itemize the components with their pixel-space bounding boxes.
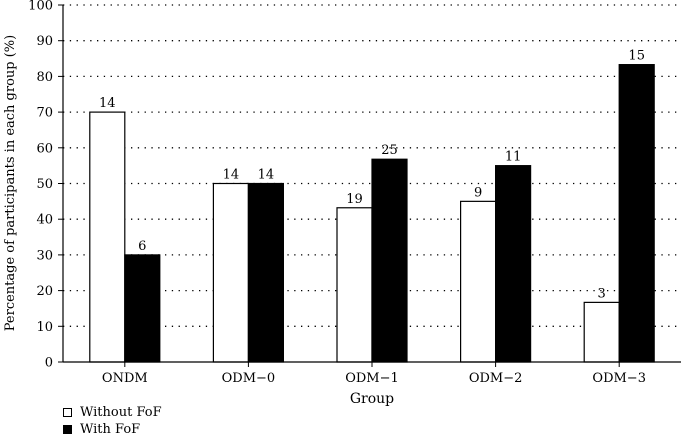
bar-value-label: 14 [99, 96, 116, 111]
x-tick-label: ODM−1 [345, 371, 399, 386]
bar-without-fof [583, 301, 620, 363]
x-axis-label: Group [350, 391, 394, 407]
legend-swatch-black [63, 425, 72, 434]
legend-label: Without FoF [80, 405, 162, 420]
bar-with-fof [495, 165, 532, 363]
bar-value-label: 14 [258, 168, 275, 183]
bar-value-label: 19 [346, 192, 363, 207]
gridlines [63, 4, 681, 327]
y-tick-label: 80 [36, 70, 53, 85]
bar-with-fof [124, 254, 161, 363]
x-tick-label: ODM−0 [222, 371, 276, 386]
bar-without-fof [460, 200, 497, 363]
y-tick-label: 10 [36, 320, 53, 335]
y-tick-label: 20 [36, 284, 53, 299]
x-tick-label: ODM−3 [592, 371, 646, 386]
x-tick-labels: ONDM ODM−0 ODM−1 ODM−2 ODM−3 [102, 371, 646, 386]
bar-value-label: 11 [505, 150, 522, 165]
bar-value-labels: 14 6 14 14 19 25 9 11 3 15 [99, 49, 645, 302]
y-tick-label: 30 [36, 248, 53, 263]
y-tick-labels: 0 10 20 30 40 50 60 70 80 90 100 [28, 0, 53, 371]
y-tick-label: 60 [36, 141, 53, 156]
legend-item-without-fof: Without FoF [63, 404, 162, 421]
bar-with-fof [618, 64, 655, 363]
bar-value-label: 15 [628, 49, 645, 64]
y-tick-label: 0 [45, 356, 53, 371]
x-tick-label: ODM−2 [469, 371, 523, 386]
bar-without-fof [89, 111, 126, 363]
bars [89, 64, 655, 363]
legend-label: With FoF [80, 422, 141, 437]
y-tick-label: 70 [36, 106, 53, 121]
y-tick-label: 90 [36, 34, 53, 49]
legend-swatch-white [63, 408, 72, 417]
bar-without-fof [336, 207, 373, 363]
legend-item-with-fof: With FoF [63, 421, 162, 438]
axes [58, 4, 681, 367]
x-tick-label: ONDM [102, 371, 148, 386]
y-tick-label: 100 [28, 0, 53, 14]
bar-value-label: 14 [223, 168, 240, 183]
bar-without-fof [212, 182, 249, 363]
y-tick-label: 40 [36, 213, 53, 228]
bar-with-fof [371, 158, 408, 363]
bar-value-label: 9 [474, 185, 482, 200]
bar-value-label: 6 [138, 239, 146, 254]
bar-value-label: 3 [598, 286, 606, 301]
legend: Without FoF With FoF [63, 404, 162, 438]
y-tick-label: 50 [36, 177, 53, 192]
y-axis-label: Percentage of participants in each group… [3, 35, 18, 331]
bar-with-fof [247, 182, 284, 363]
bar-value-label: 25 [381, 143, 398, 158]
